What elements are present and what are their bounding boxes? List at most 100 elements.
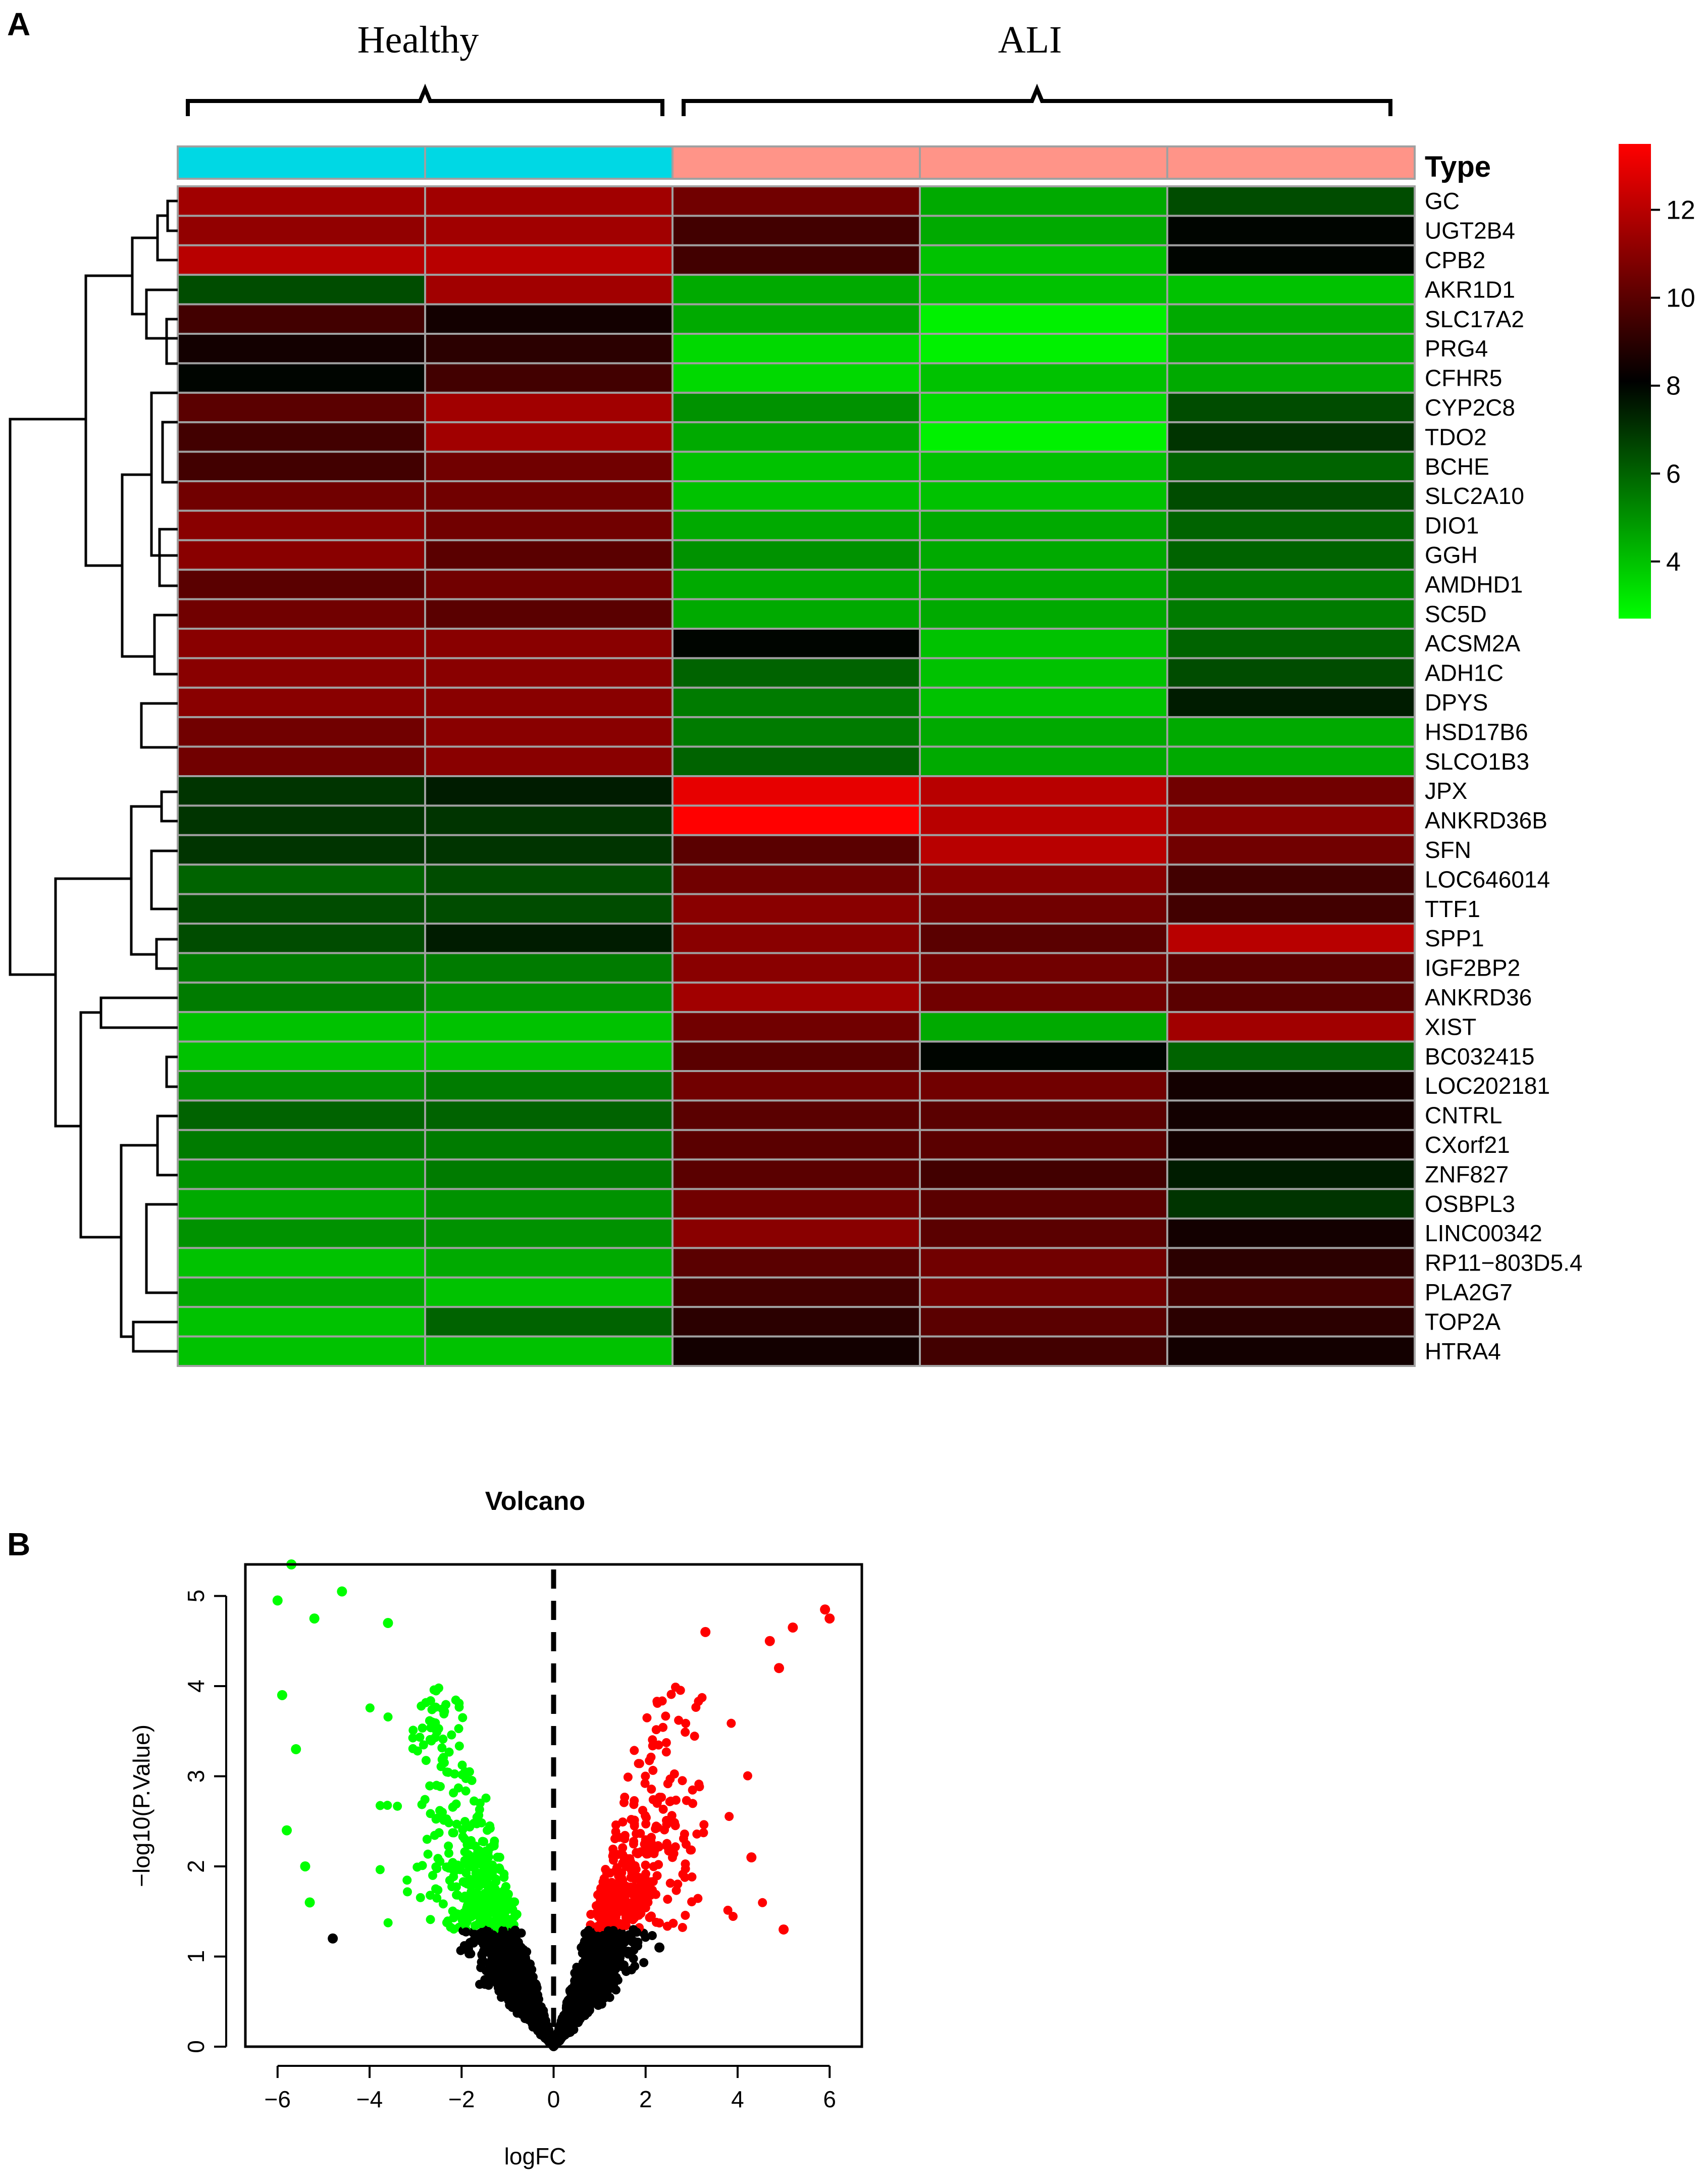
volcano-point-ns (465, 1938, 475, 1947)
heatmap-cell (671, 598, 921, 630)
volcano-point-down (484, 1867, 494, 1877)
heatmap-cell (424, 480, 674, 512)
heatmap-cell (671, 628, 921, 659)
heatmap-cell (671, 1335, 921, 1367)
volcano-point-ns (608, 1926, 618, 1936)
heatmap-cell (919, 1217, 1168, 1249)
volcano-point-up (700, 1627, 711, 1637)
volcano-point-ns (526, 1990, 535, 2000)
volcano-point-down (460, 1858, 470, 1868)
volcano-point-up (634, 1910, 644, 1920)
heatmap-cell (671, 923, 921, 954)
heatmap-cell (671, 303, 921, 335)
heatmap-cell (1166, 333, 1416, 365)
volcano-point-up (746, 1852, 757, 1863)
heatmap-cell (1166, 716, 1416, 748)
volcano-point-down (408, 1726, 418, 1735)
volcano-point-up (615, 1884, 625, 1893)
heatmap-cell (671, 274, 921, 306)
volcano-point-down (447, 1730, 456, 1740)
volcano-point-down (383, 1918, 393, 1927)
heatmap-cell (177, 864, 426, 895)
volcano-point-down (472, 1812, 482, 1822)
annotation-cell-healthy (177, 145, 426, 180)
volcano-point-ns (520, 1965, 529, 1975)
volcano-point-up (654, 1860, 663, 1869)
y-tick-label: 3 (183, 1770, 209, 1783)
heatmap-cell (671, 450, 921, 482)
volcano-point-ns (585, 2004, 594, 2013)
volcano-point-up (641, 1860, 650, 1870)
heatmap-cell (1166, 1217, 1416, 1249)
heatmap-cell (919, 1129, 1168, 1161)
heatmap-cell (919, 657, 1168, 689)
volcano-point-down (438, 1899, 448, 1909)
heatmap-cell (1166, 686, 1416, 719)
volcano-point-up (688, 1785, 697, 1795)
heatmap-cell (177, 1129, 426, 1161)
volcano-point-down (438, 1734, 448, 1744)
heatmap-cell (177, 1217, 426, 1249)
legend-tick-label: 12 (1666, 196, 1695, 225)
heatmap-cell (424, 598, 674, 630)
volcano-point-up (691, 1703, 701, 1712)
volcano-point-ns (503, 1978, 513, 1988)
volcano-point-up (663, 1779, 672, 1789)
heatmap-cell (919, 215, 1168, 246)
volcano-point-down (495, 1863, 504, 1873)
heatmap-cell (671, 657, 921, 689)
volcano-point-up (601, 1918, 610, 1927)
volcano-point-down (477, 1918, 486, 1928)
volcano-point-up (620, 1890, 630, 1900)
heatmap-cell (671, 775, 921, 807)
volcano-point-up (642, 1713, 652, 1722)
heatmap-cell (177, 569, 426, 600)
volcano-point-down (417, 1701, 426, 1711)
volcano-point-up (676, 1686, 685, 1695)
volcano-point-up (728, 1912, 738, 1921)
volcano-point-ns (563, 2017, 573, 2026)
row-dendrogram (9, 199, 178, 1353)
volcano-point-down (440, 1707, 449, 1716)
volcano-point-up (624, 1914, 633, 1924)
volcano-point-down (418, 1861, 427, 1870)
heatmap-cell (919, 274, 1168, 306)
volcano-point-ns (470, 1930, 479, 1939)
gene-label: LINC00342 (1425, 1220, 1542, 1246)
volcano-point-up (692, 1829, 702, 1839)
heatmap-cell (424, 893, 674, 925)
volcano-point-ns (480, 1980, 490, 1989)
volcano-point-up (779, 1924, 789, 1935)
heatmap-cell (919, 952, 1168, 984)
volcano-point-down (393, 1801, 402, 1811)
volcano-point-down (417, 1800, 427, 1809)
heatmap-cells (177, 185, 1416, 1367)
heatmap-cell (177, 657, 426, 689)
heatmap-cell (1166, 1040, 1416, 1073)
volcano-point-down (469, 1893, 479, 1903)
volcano-point-down (375, 1865, 385, 1874)
gene-label: TTF1 (1425, 896, 1480, 922)
heatmap-cell (1166, 421, 1416, 453)
volcano-point-up (641, 1813, 651, 1822)
heatmap-cell (919, 1335, 1168, 1367)
volcano-point-up (661, 1738, 671, 1747)
heatmap-cell (1166, 1306, 1416, 1338)
heatmap-cell (919, 1188, 1168, 1220)
volcano-point-down (402, 1875, 412, 1885)
volcano-point-ns (503, 1987, 512, 1996)
heatmap-cell (919, 628, 1168, 659)
volcano-point-down (465, 1838, 475, 1847)
heatmap-cell (671, 391, 921, 424)
heatmap-cell (1166, 657, 1416, 689)
heatmap-cell (919, 1158, 1168, 1190)
volcano-point-ns (654, 1942, 665, 1953)
volcano-point-up (623, 1772, 633, 1782)
heatmap-cell (424, 1040, 674, 1073)
volcano-point-ns (613, 1952, 623, 1961)
heatmap-cell (671, 1070, 921, 1102)
heatmap-cell (671, 893, 921, 925)
heatmap-cell (177, 510, 426, 541)
gene-label: HSD17B6 (1425, 719, 1528, 745)
annotation-title: Type (1425, 150, 1491, 183)
